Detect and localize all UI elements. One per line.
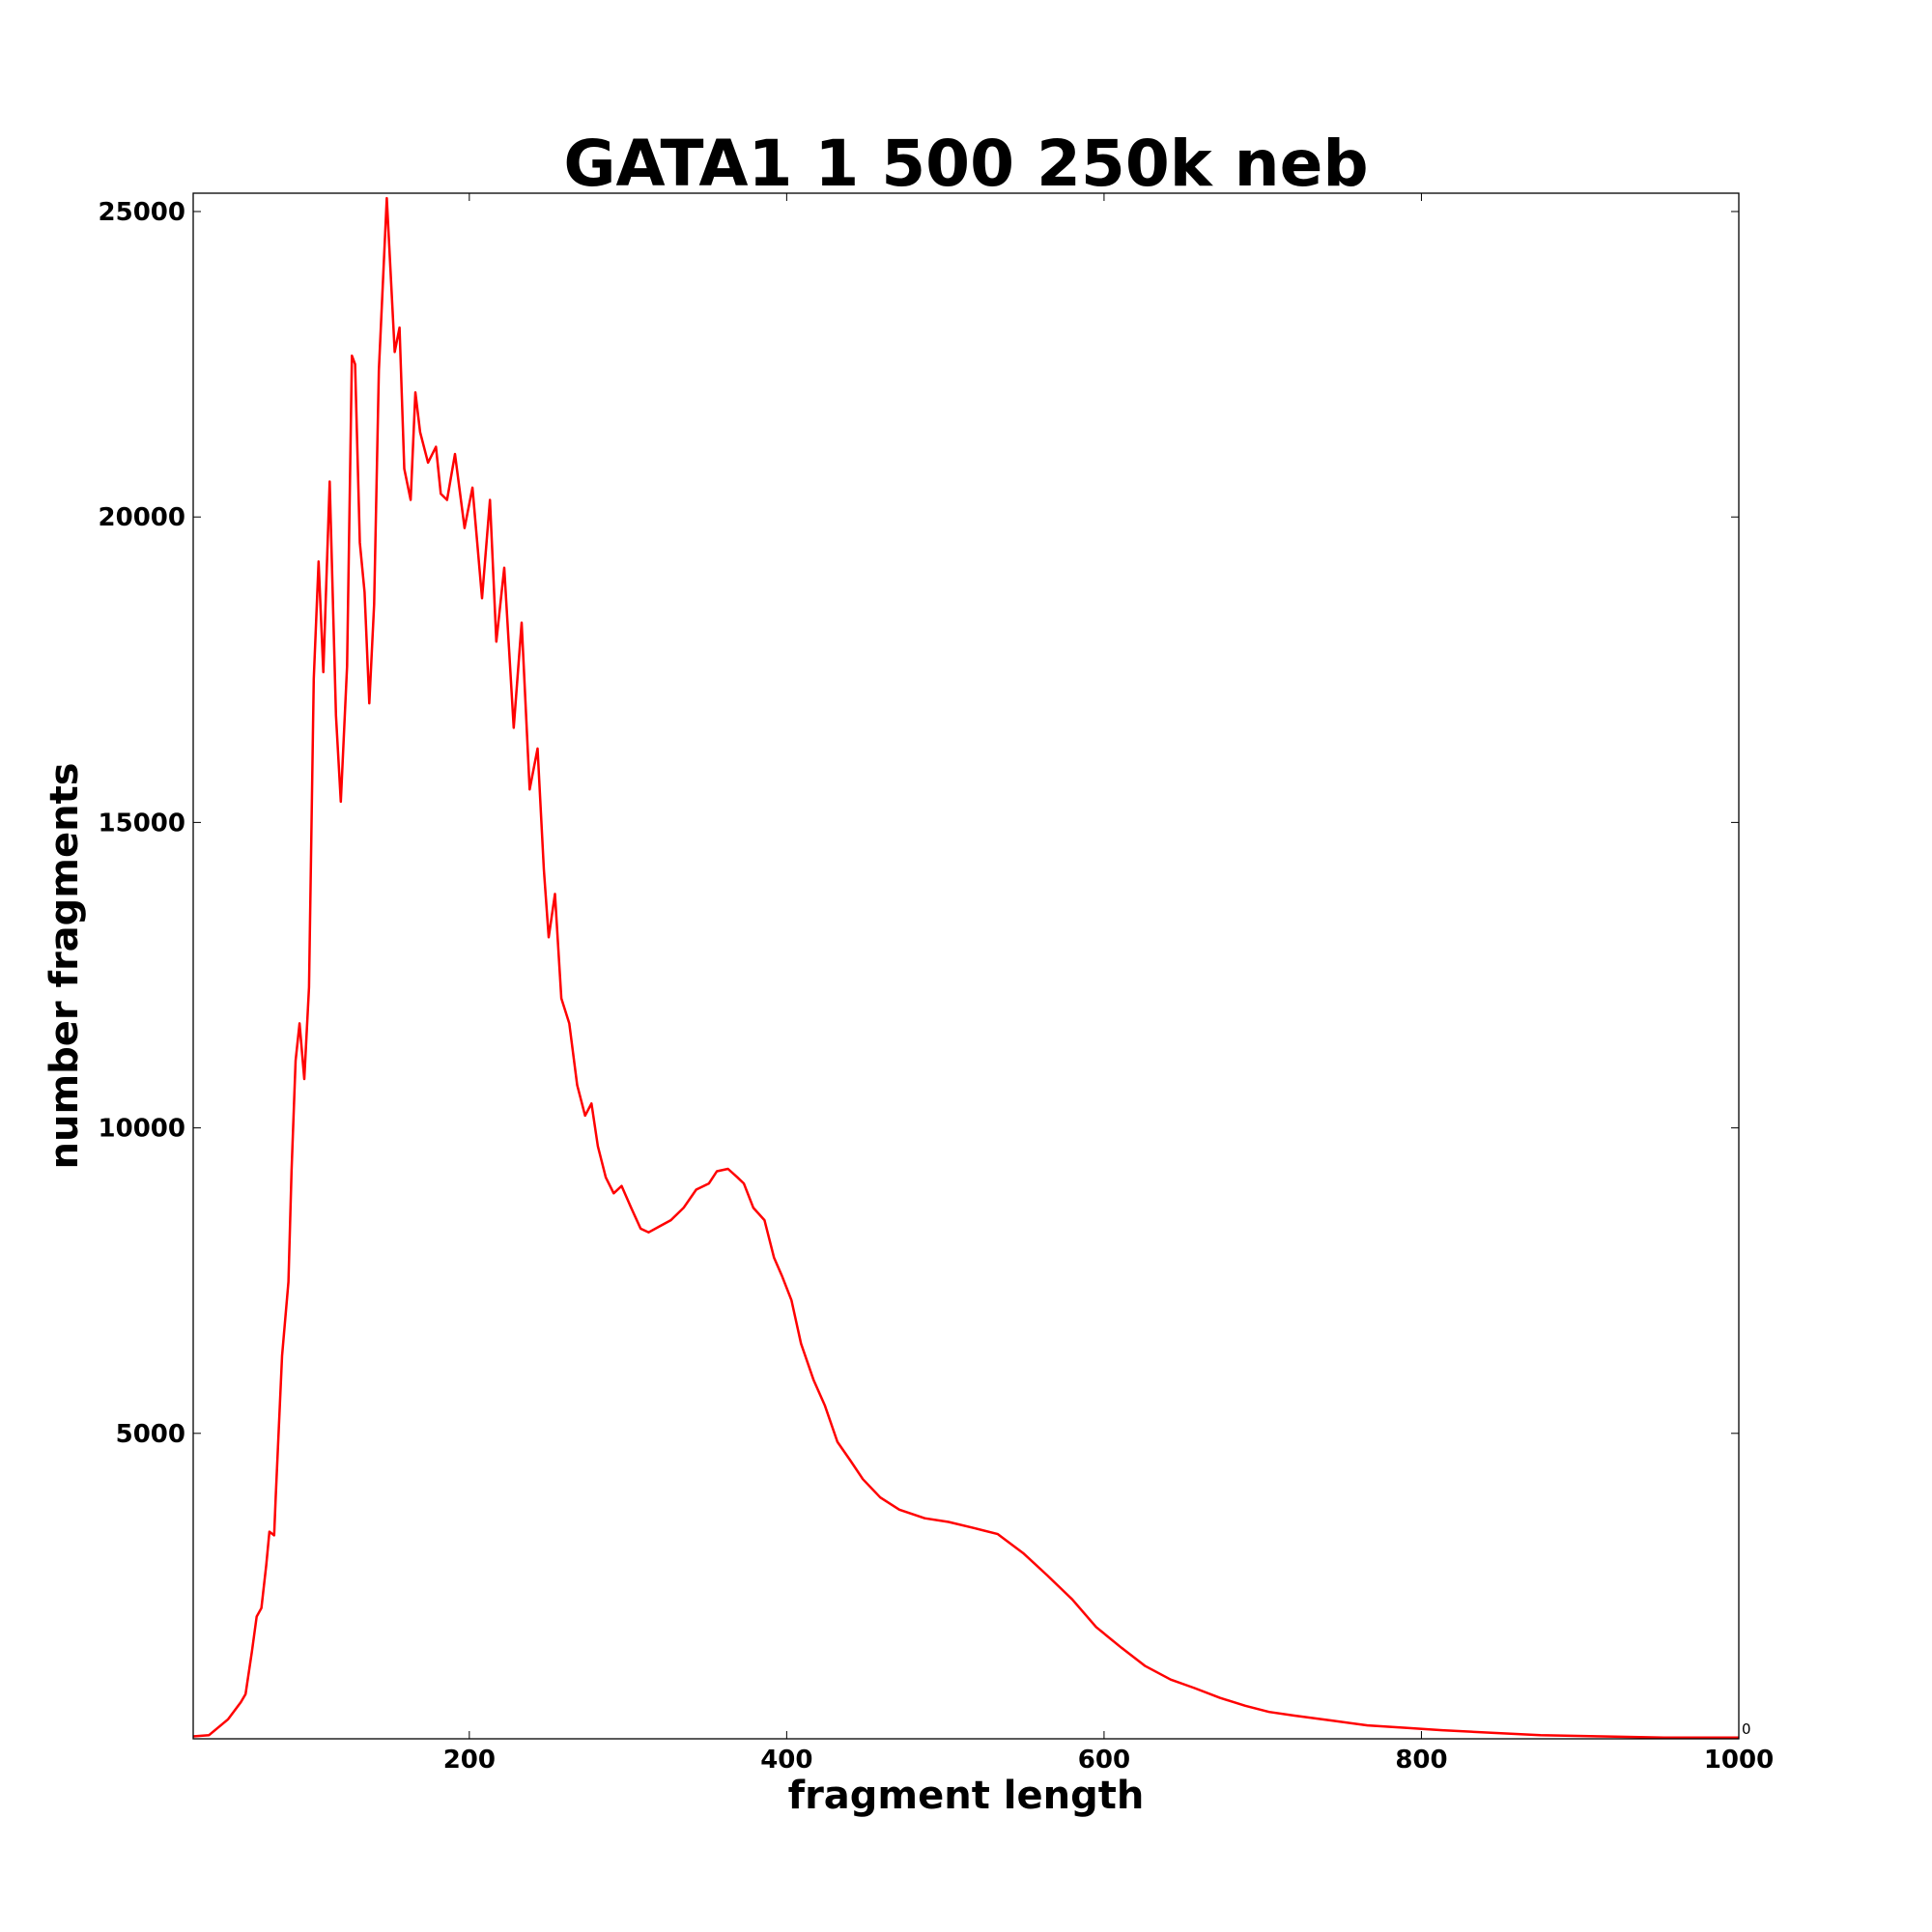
y-tick-label: 20000 (99, 503, 185, 532)
x-tick-label: 800 (1395, 1746, 1447, 1775)
plot-area (192, 192, 1740, 1740)
corner-annotation: 0 (1742, 1720, 1751, 1738)
axes-frame (192, 192, 1740, 1740)
x-tick-label: 400 (760, 1746, 812, 1775)
chart-title: GATA1 1 500 250k neb (563, 127, 1368, 201)
x-tick-labels: 200 400 600 800 1000 (443, 1746, 1774, 1775)
y-tick-label: 25000 (99, 198, 185, 227)
series-line (192, 196, 1739, 1739)
y-tick-labels: 5000 10000 15000 20000 25000 (99, 198, 185, 1449)
x-tick-label: 200 (443, 1746, 496, 1775)
x-axis-label: fragment length (788, 1774, 1145, 1818)
y-tick-label: 15000 (99, 809, 185, 838)
y-axis-label: number fragments (43, 762, 87, 1169)
x-tick-label: 1000 (1704, 1746, 1774, 1775)
y-tick-label: 5000 (116, 1420, 185, 1449)
y-tick-label: 10000 (99, 1115, 185, 1144)
x-tick-label: 600 (1078, 1746, 1130, 1775)
